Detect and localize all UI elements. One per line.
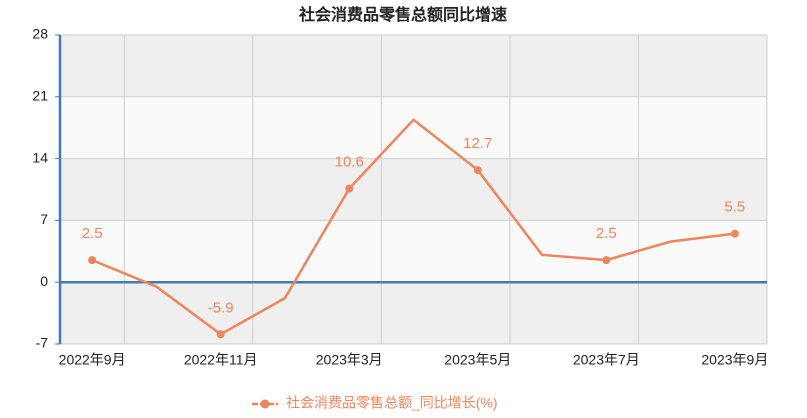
grid-band bbox=[60, 282, 767, 344]
series-line bbox=[91, 118, 736, 336]
grid-band bbox=[60, 158, 767, 221]
y-tick-label: 28 bbox=[32, 26, 48, 42]
data-label: 5.5 bbox=[724, 199, 745, 216]
x-tick-label: 2022年9月 bbox=[59, 352, 126, 368]
data-label: 2.5 bbox=[82, 225, 103, 242]
point bbox=[345, 184, 354, 193]
data-label: -5.9 bbox=[208, 299, 234, 316]
y-tick-label: 21 bbox=[32, 88, 48, 104]
legend-label: 社会消费品零售总额_同比增长(%) bbox=[286, 395, 498, 411]
grid-band bbox=[60, 220, 767, 283]
point bbox=[88, 256, 97, 265]
x-tick-label: 2022年11月 bbox=[184, 352, 258, 368]
grid-band bbox=[60, 96, 767, 159]
y-tick-label: 7 bbox=[40, 211, 48, 227]
data-label: 10.6 bbox=[335, 154, 364, 171]
data-label: 2.5 bbox=[596, 225, 617, 242]
legend-marker bbox=[260, 399, 270, 409]
point bbox=[602, 256, 611, 265]
grid-band bbox=[60, 35, 767, 97]
chart-title: 社会消费品零售总额同比增速 bbox=[298, 5, 507, 24]
y-tick-label: -7 bbox=[36, 335, 49, 351]
x-tick-label: 2023年3月 bbox=[316, 352, 383, 368]
x-tick-label: 2023年7月 bbox=[573, 352, 640, 368]
y-tick-label: 14 bbox=[32, 149, 48, 165]
x-tick-label: 2023年5月 bbox=[444, 352, 511, 368]
point bbox=[216, 330, 225, 339]
point bbox=[730, 229, 739, 238]
data-label: 12.7 bbox=[463, 135, 492, 152]
point bbox=[473, 166, 482, 175]
y-tick-label: 0 bbox=[40, 273, 48, 289]
x-tick-label: 2023年9月 bbox=[701, 352, 768, 368]
